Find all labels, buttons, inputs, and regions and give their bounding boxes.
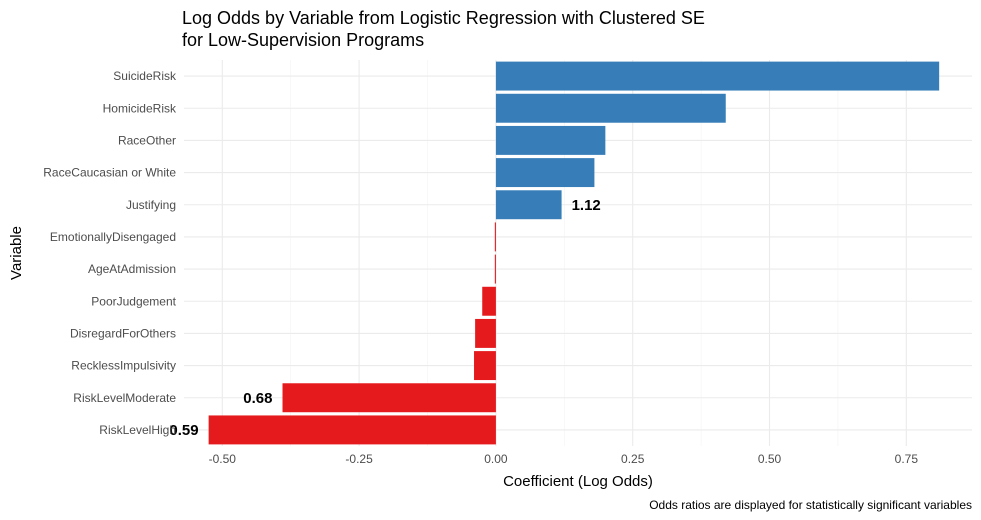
- y-tick-label: RiskLevelHigh: [99, 423, 176, 437]
- data-labels: 1.12 0.68 0.59: [169, 197, 600, 439]
- bar-poorjudgement: [482, 286, 496, 316]
- chart-subtitle: for Low-Supervision Programs: [182, 30, 424, 50]
- bar-risklevelmoderate: [282, 383, 496, 413]
- y-tick-label: RaceCaucasian or White: [43, 166, 176, 180]
- chart-title: Log Odds by Variable from Logistic Regre…: [182, 8, 705, 28]
- caption: Odds ratios are displayed for statistica…: [649, 498, 972, 512]
- x-tick-label: -0.25: [345, 452, 373, 466]
- x-tick-label: 0.75: [895, 452, 919, 466]
- bar-disregardforothers: [475, 318, 496, 348]
- y-tick-label: HomicideRisk: [103, 101, 177, 115]
- x-tick-label: 0.25: [621, 452, 645, 466]
- data-label: 0.68: [243, 390, 272, 407]
- bar-homiciderisk: [495, 93, 726, 123]
- bar-ageatadmission: [494, 254, 496, 284]
- bar-racecaucasian-or-white: [495, 158, 595, 188]
- bar-emotionallydisengaged: [494, 222, 496, 252]
- bar-risklevelhigh: [208, 415, 496, 445]
- bar-justifying: [495, 190, 562, 220]
- y-tick-label: AgeAtAdmission: [88, 262, 176, 276]
- bars: [208, 61, 940, 445]
- bar-raceother: [495, 125, 606, 155]
- y-tick-label: RiskLevelModerate: [73, 391, 176, 405]
- x-tick-label: 0.50: [758, 452, 782, 466]
- data-label: 0.59: [169, 422, 198, 439]
- bar-recklessimpulsivity: [474, 351, 496, 381]
- bar-suiciderisk: [495, 61, 940, 91]
- y-tick-labels: SuicideRisk HomicideRisk RaceOther RaceCauc…: [43, 69, 177, 437]
- data-label: 1.12: [572, 197, 601, 214]
- x-tick-label: -0.50: [209, 452, 237, 466]
- y-tick-label: PoorJudgement: [91, 294, 176, 308]
- y-tick-label: EmotionallyDisengaged: [50, 230, 176, 244]
- x-tick-labels: -0.50 -0.25 0.00 0.25 0.50 0.75: [209, 452, 919, 466]
- x-axis-title: Coefficient (Log Odds): [503, 473, 653, 490]
- y-axis-title: Variable: [8, 226, 25, 280]
- y-tick-label: RaceOther: [118, 133, 176, 147]
- y-tick-label: SuicideRisk: [113, 69, 177, 83]
- y-tick-label: RecklessImpulsivity: [71, 359, 176, 373]
- y-tick-label: Justifying: [126, 198, 176, 212]
- y-tick-label: DisregardForOthers: [70, 326, 176, 340]
- x-tick-label: 0.00: [484, 452, 508, 466]
